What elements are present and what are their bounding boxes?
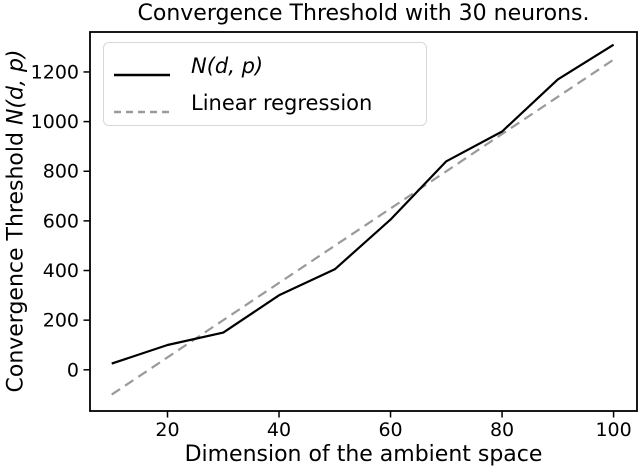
legend-box: N(d, p) Linear regression	[103, 42, 427, 126]
legend-solid-line-sample	[114, 63, 170, 76]
x-tick-label: 40	[267, 419, 291, 441]
legend-dashed-line-sample	[114, 100, 170, 113]
x-axis-label: Dimension of the ambient space	[184, 442, 543, 467]
x-tick-label: 20	[155, 419, 179, 441]
y-tick-label: 800	[43, 161, 79, 183]
legend-entry: Linear regression	[114, 85, 426, 121]
y-tick-label: 1000	[31, 111, 79, 133]
y-tick-label: 600	[43, 210, 79, 232]
x-tick-label: 80	[490, 419, 514, 441]
legend-entry: N(d, p)	[114, 48, 426, 84]
legend-label: N(d, p)	[191, 53, 264, 78]
y-tick-label: 400	[43, 260, 79, 282]
y-tick-label: 0	[67, 359, 79, 381]
x-tick-label: 60	[378, 419, 402, 441]
legend-label: Linear regression	[191, 90, 373, 115]
y-tick-label: 1200	[31, 61, 79, 83]
y-tick-label: 200	[43, 310, 79, 332]
n-curve-line	[111, 43, 615, 365]
x-tick-label: 100	[595, 419, 631, 441]
chart-title: Convergence Threshold with 30 neurons.	[137, 1, 590, 26]
